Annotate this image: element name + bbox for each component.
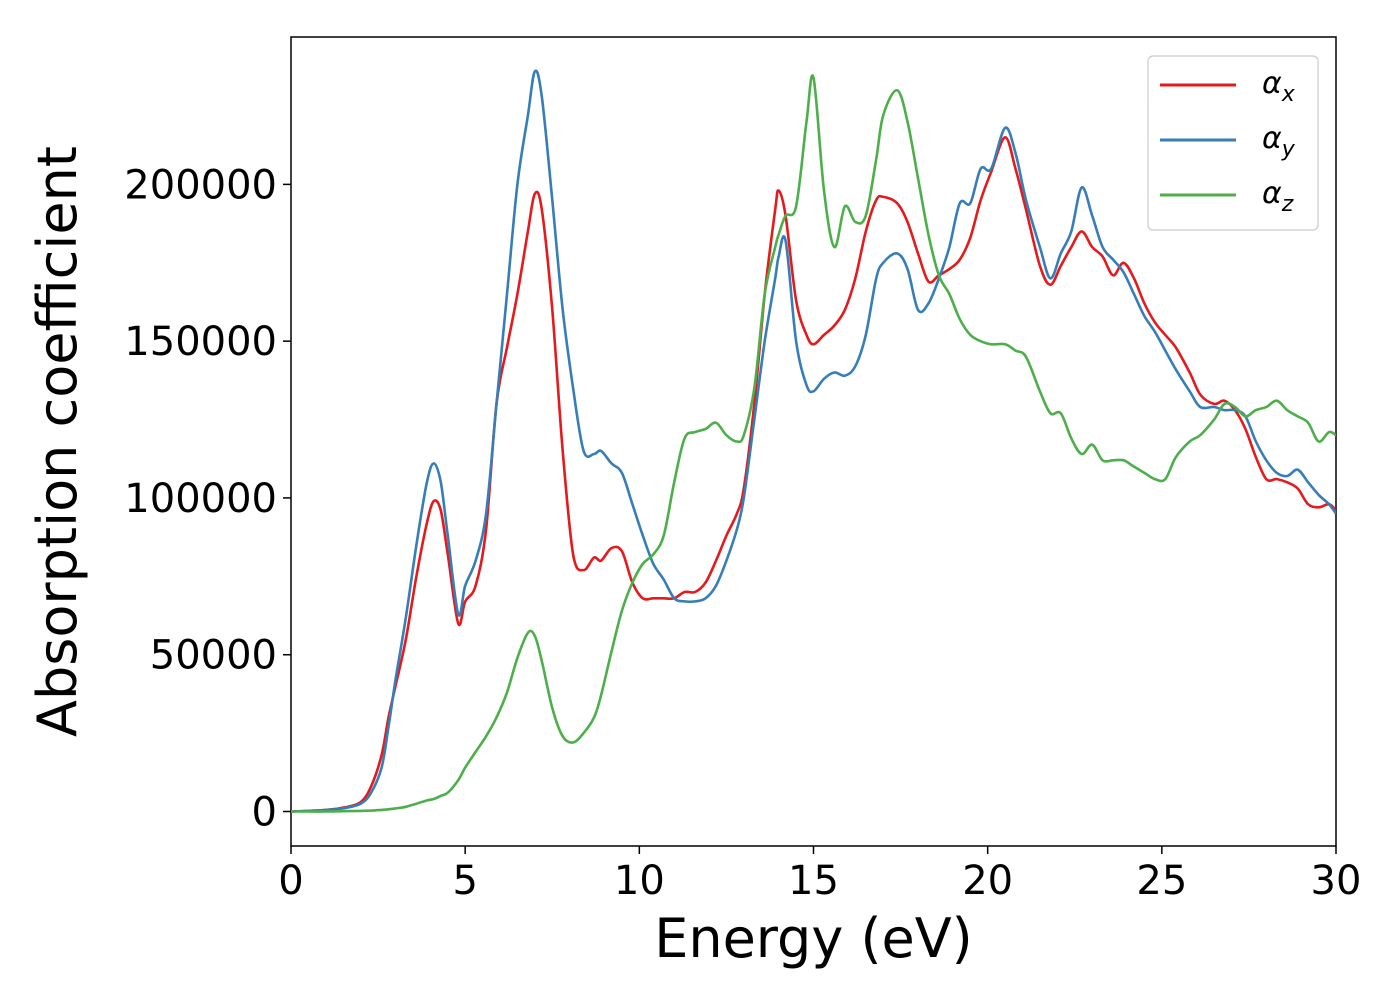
legend-symbol: α [1262,66,1282,101]
legend-entry-z: αz [1160,176,1294,217]
y-tick-label: 100000 [124,476,277,522]
legend-entry-y: αy [1160,121,1296,162]
legend-entry-x: αx [1160,66,1296,107]
legend: αx αy αz [1147,55,1319,231]
legend-subscript: x [1281,82,1296,107]
legend-symbol: α [1262,121,1282,156]
series-group [291,69,1336,813]
series-line-x [291,136,1336,813]
x-tick-label: 20 [962,858,1013,904]
y-tick-label: 150000 [124,319,277,365]
x-tick-label: 15 [788,858,839,904]
x-tick-label: 25 [1136,858,1187,904]
x-tick-label: 30 [1311,858,1362,904]
x-tick-label: 5 [452,858,477,904]
y-tick-label: 50000 [150,633,277,679]
y-tick-label: 0 [252,790,277,836]
legend-subscript: y [1281,137,1296,162]
x-tick-label: 0 [278,858,303,904]
x-axis-title: Energy (eV) [654,907,973,970]
x-tick-label: 10 [614,858,665,904]
legend-label-z: αz [1262,176,1294,217]
series-line-y [291,69,1336,813]
legend-subscript: z [1281,192,1294,217]
x-axis-ticks: 0 5 10 15 20 25 30 [278,846,1361,904]
legend-box [1147,55,1319,231]
y-axis-title: Absorption coefficient [26,146,89,737]
y-tick-label: 200000 [124,162,277,208]
legend-label-y: αy [1262,121,1296,162]
legend-symbol: α [1262,176,1282,211]
legend-label-x: αx [1262,66,1296,107]
y-axis-ticks: 0 50000 100000 150000 200000 [124,162,291,836]
series-line-z [291,74,1336,813]
